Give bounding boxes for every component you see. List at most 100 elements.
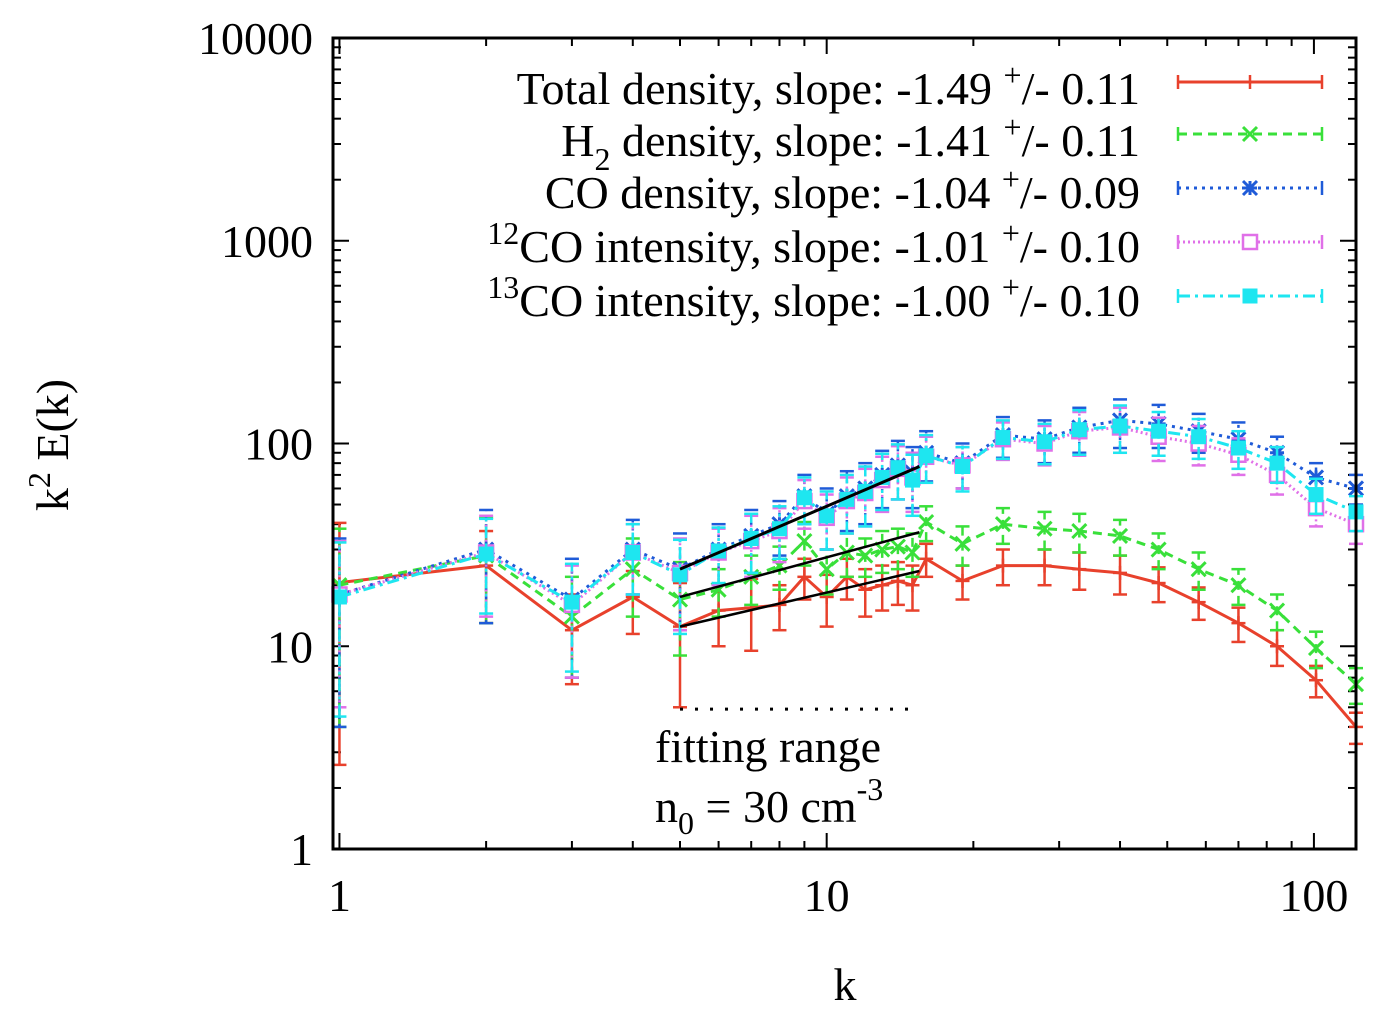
legend-label-co-density: CO density, slope: -1.04 +/- 0.09 xyxy=(545,161,1140,218)
data-point xyxy=(1072,562,1087,577)
plot-frame xyxy=(331,36,1358,851)
data-point xyxy=(858,582,873,597)
error-bar xyxy=(1151,410,1166,458)
data-point xyxy=(796,490,812,506)
error-bar xyxy=(332,537,347,729)
fit-h2-line xyxy=(679,531,920,599)
data-point xyxy=(1308,487,1324,503)
data-point xyxy=(1151,423,1167,439)
data-point xyxy=(1151,576,1166,591)
error-bar xyxy=(919,433,934,485)
error-bar xyxy=(875,529,890,575)
error-bar xyxy=(332,541,347,718)
y-tick-label: 1000 xyxy=(221,216,313,267)
legend-swatch-1 xyxy=(1176,75,1324,89)
density-annotation: n0 = 30 cm-3 xyxy=(655,771,883,841)
x-tick-label: 100 xyxy=(1279,870,1348,921)
data-point xyxy=(564,594,580,610)
data-point xyxy=(1071,522,1088,540)
error-bar xyxy=(673,538,688,636)
x-tick-label: 10 xyxy=(804,870,850,921)
legend-marker xyxy=(1241,179,1259,197)
data-point xyxy=(1307,639,1325,657)
series-13co-intensity xyxy=(331,404,1364,718)
data-point xyxy=(1230,577,1247,594)
series-line xyxy=(338,424,1357,604)
data-point xyxy=(1036,520,1053,537)
legend-label-12co-intensity: 12CO intensity, slope: -1.01 +/- 0.10 xyxy=(487,215,1140,272)
data-point xyxy=(918,448,934,464)
data-point xyxy=(905,578,920,593)
data-point xyxy=(625,544,641,560)
data-point xyxy=(818,561,835,578)
data-point xyxy=(994,516,1011,533)
fit-total-line xyxy=(679,569,920,628)
data-point xyxy=(1270,639,1285,654)
data-point xyxy=(955,573,970,588)
legend-marker xyxy=(1241,233,1259,251)
legend-marker xyxy=(1242,288,1258,304)
error-bar xyxy=(479,514,494,618)
y-tick-label: 10 xyxy=(267,621,313,672)
legend-label-total-density: Total density, slope: -1.49 +/- 0.11 xyxy=(517,57,1140,114)
data-point xyxy=(1191,595,1206,610)
error-bar xyxy=(890,527,905,571)
error-bar xyxy=(479,517,494,615)
fit-layer xyxy=(679,465,921,711)
data-point xyxy=(1269,455,1285,471)
legend-swatch-5 xyxy=(1176,288,1324,304)
data-point xyxy=(331,589,347,605)
data-point xyxy=(995,558,1010,573)
legend: Total density, slope: -1.49 +/- 0.11 H2 … xyxy=(487,57,1324,326)
legend-swatch-2 xyxy=(1176,125,1324,143)
data-point xyxy=(955,459,971,475)
data-point xyxy=(1113,565,1128,580)
data-point xyxy=(857,547,874,564)
y-tick-label: 1 xyxy=(290,824,313,875)
data-point xyxy=(995,430,1011,446)
data-point xyxy=(1231,616,1246,631)
data-point xyxy=(918,513,935,531)
data-point xyxy=(672,567,688,583)
data-point xyxy=(1268,602,1286,619)
data-point xyxy=(889,538,906,555)
legend-swatch-4 xyxy=(1176,233,1324,251)
x-tick-label: 1 xyxy=(328,870,351,921)
data-point xyxy=(796,533,813,550)
x-axis-label: k xyxy=(834,959,857,1010)
data-point xyxy=(819,508,835,524)
data-point xyxy=(1190,561,1207,578)
legend-marker xyxy=(1243,75,1257,89)
data-point xyxy=(478,546,494,562)
data-point xyxy=(1037,558,1052,573)
data-point xyxy=(797,569,812,584)
data-point xyxy=(1309,673,1324,688)
error-bar xyxy=(955,525,970,567)
data-point xyxy=(904,472,920,488)
y-tick-label: 10000 xyxy=(198,13,313,64)
data-point xyxy=(1037,434,1053,450)
data-point xyxy=(1071,422,1087,438)
data-point xyxy=(919,551,934,566)
legend-label-13co-intensity: 13CO intensity, slope: -1.00 +/- 0.10 xyxy=(487,269,1140,326)
error-bar xyxy=(1072,408,1087,457)
fitting-range-label: fitting range xyxy=(655,721,881,772)
fit-co-line xyxy=(679,465,921,571)
error-bar xyxy=(1113,404,1128,455)
data-point xyxy=(1307,469,1325,486)
data-point xyxy=(1191,429,1207,445)
y-tick-label: 100 xyxy=(244,419,313,470)
data-point xyxy=(1230,440,1246,456)
data-point xyxy=(954,535,971,552)
data-point xyxy=(1111,527,1129,545)
legend-label-h2-density: H2 density, slope: -1.41 +/- 0.11 xyxy=(561,109,1140,177)
legend-swatch-3 xyxy=(1176,179,1324,197)
error-bar xyxy=(955,445,970,493)
error-bar xyxy=(1037,422,1052,466)
series-line xyxy=(339,520,1358,686)
error-bar xyxy=(564,562,579,673)
series-layer xyxy=(331,398,1365,767)
tick-label-layer: 1 10 100 1000 10000 1 10 100 xyxy=(198,13,1348,921)
legend-swatches xyxy=(1176,75,1324,304)
